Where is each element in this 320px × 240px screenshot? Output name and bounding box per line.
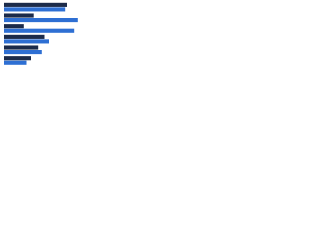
bar	[4, 2, 67, 7]
bar	[4, 13, 34, 18]
chart	[4, 2, 78, 65]
bar	[4, 39, 49, 44]
bar	[4, 7, 66, 12]
bar	[4, 18, 78, 23]
bar	[4, 56, 31, 61]
bar	[4, 45, 39, 50]
bar	[4, 28, 75, 33]
bar	[4, 60, 27, 65]
bar	[4, 24, 24, 29]
bar	[4, 50, 42, 55]
bar	[4, 34, 45, 39]
